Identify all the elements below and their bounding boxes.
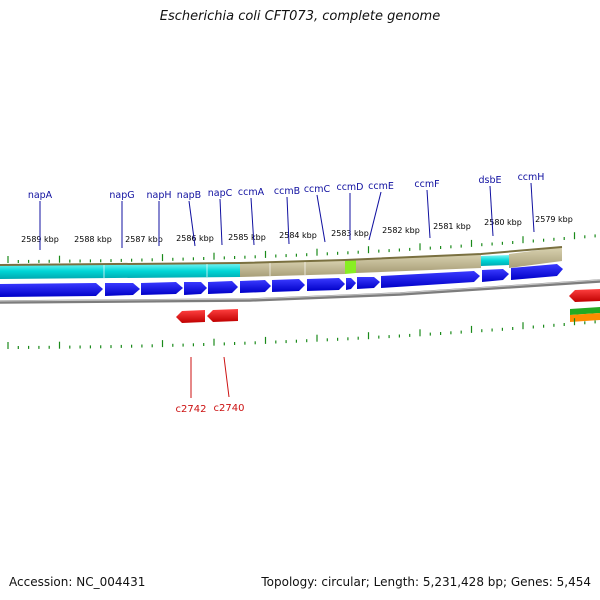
map-title: Escherichia coli CFT073, complete genome (159, 9, 441, 24)
cds-arrow (381, 271, 480, 288)
gene-label-ccmE[interactable]: ccmE (368, 181, 394, 192)
cog-strip-green (570, 307, 600, 315)
gene-label-napB[interactable]: napB (177, 190, 201, 201)
kbp-label: 2582 kbp (382, 226, 420, 235)
cds-arrow (307, 278, 345, 291)
cds-arrow (482, 269, 509, 282)
gene-label-ccmH[interactable]: ccmH (518, 172, 545, 183)
kbp-label-group: 2589 kbp 2588 kbp 2587 kbp 2586 kbp 2585 kbp… (21, 215, 573, 244)
gene-label-ccmB[interactable]: ccmB (274, 186, 300, 197)
gene-label-ccmD[interactable]: ccmD (336, 182, 363, 193)
kbp-label: 2584 kbp (279, 231, 317, 240)
top-tick-ruler (7, 232, 596, 263)
forward-cds-track (0, 264, 563, 297)
kbp-label: 2579 kbp (535, 215, 573, 224)
leader-line (530, 182, 535, 233)
leader-line (219, 198, 223, 246)
cds-arrow (357, 277, 380, 289)
cds-arrow (272, 279, 305, 292)
cds-arrow (105, 283, 140, 296)
gene-label-ccmA[interactable]: ccmA (238, 187, 265, 198)
gene-label-napG[interactable]: napG (109, 190, 134, 201)
gene-label-group: napA napG napH napB napC ccmA ccmB ccmC ccmD ccmE… (28, 172, 545, 250)
kbp-label: 2581 kbp (433, 222, 471, 231)
gene-label-napA[interactable]: napA (28, 190, 53, 201)
cds-arrow-reverse (176, 310, 205, 323)
gene-label-c2742[interactable]: c2742 (176, 404, 207, 415)
kbp-label: 2587 kbp (125, 235, 163, 244)
leader-line (188, 200, 196, 247)
cds-arrow (208, 281, 238, 294)
gene-label-ccmC[interactable]: ccmC (304, 184, 331, 195)
leader-line (286, 196, 290, 245)
leader-line (368, 191, 382, 241)
cds-arrow (141, 282, 183, 295)
cog-strip-orange (570, 313, 600, 322)
leader-line (316, 194, 326, 243)
leader-line (250, 197, 255, 246)
gene-label-napH[interactable]: napH (146, 190, 171, 201)
gene-label-ccmF[interactable]: ccmF (414, 179, 439, 190)
cds-arrow (511, 264, 563, 280)
cds-arrow-reverse (207, 309, 238, 322)
accession-text: Accession: NC_004431 (9, 575, 146, 589)
kbp-label: 2588 kbp (74, 235, 112, 244)
reverse-cds-track (176, 289, 600, 323)
cds-arrow-reverse (569, 289, 600, 302)
kbp-label: 2580 kbp (484, 218, 522, 227)
reverse-gene-labels: c2742 c2740 (176, 356, 245, 415)
gene-label-napC[interactable]: napC (208, 188, 233, 199)
backbone-line (0, 279, 600, 304)
topology-text: Topology: circular; Length: 5,231,428 bp… (261, 575, 591, 589)
cds-arrow (0, 283, 103, 297)
kbp-label: 2585 kbp (228, 233, 266, 242)
gene-label-c2740[interactable]: c2740 (214, 403, 245, 414)
cog-band (0, 246, 563, 279)
bottom-tick-ruler (7, 318, 596, 349)
cds-arrow (240, 280, 271, 293)
gene-label-dsbE[interactable]: dsbE (478, 175, 501, 186)
cds-arrow (184, 282, 207, 295)
kbp-label: 2586 kbp (176, 234, 214, 243)
leader-line (426, 189, 431, 239)
leader-line (489, 185, 494, 237)
cds-arrow (346, 278, 356, 290)
